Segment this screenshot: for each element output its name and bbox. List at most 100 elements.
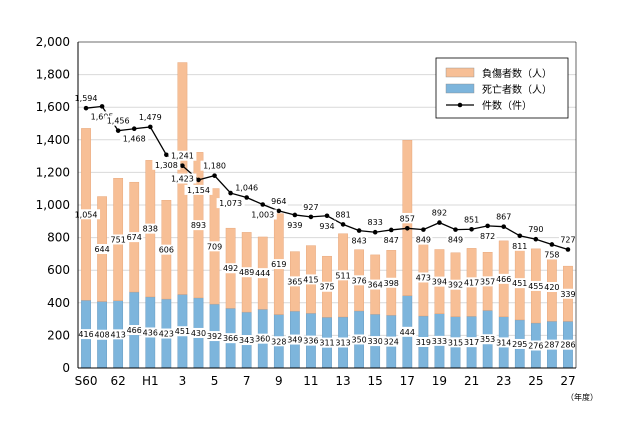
label-count-bg [446, 234, 465, 245]
label-deaths-bg [478, 334, 497, 345]
label-deaths-bg [285, 334, 304, 345]
label-deaths-bg [398, 326, 417, 337]
label-count: 833 [368, 218, 383, 227]
label-injuries-bg [205, 241, 224, 252]
label-injuries: 392 [448, 281, 463, 290]
label-deaths: 413 [111, 330, 126, 339]
label-count-bg [269, 195, 288, 206]
label-injuries-bg [366, 279, 385, 290]
label-injuries-bg [414, 272, 433, 283]
label-count: 857 [400, 214, 415, 223]
line-point [228, 190, 233, 196]
label-injuries-bg [253, 268, 272, 279]
label-count-bg [318, 220, 336, 231]
line-point [99, 104, 105, 109]
y-tick-label: 800 [47, 231, 70, 245]
line-point [276, 208, 282, 214]
label-deaths: 451 [175, 327, 190, 336]
line-point [324, 213, 330, 219]
label-injuries: 444 [255, 269, 270, 278]
label-deaths: 436 [143, 328, 158, 337]
x-tick-label: 23 [496, 374, 511, 388]
label-deaths-bg [141, 327, 160, 338]
label-count: 1,073 [219, 199, 242, 208]
x-tick-label: 17 [400, 374, 415, 388]
label-deaths: 314 [496, 338, 511, 347]
line-point [340, 222, 346, 227]
label-count-bg [430, 207, 449, 218]
label-injuries-bg [72, 209, 101, 220]
x-tick-label: 3 [179, 374, 187, 388]
line-point [212, 173, 217, 178]
label-deaths: 366 [223, 334, 238, 343]
label-count-bg [216, 198, 245, 209]
label-injuries: 619 [271, 260, 286, 269]
label-injuries-bg [141, 223, 160, 234]
y-tick-label: 0 [62, 361, 70, 375]
label-injuries-bg [237, 267, 256, 278]
label-deaths-bg [382, 336, 401, 347]
label-deaths-bg [205, 331, 224, 342]
label-deaths: 313 [335, 338, 350, 347]
label-count: 1,605 [91, 112, 114, 121]
y-tick-label: 600 [47, 263, 70, 277]
label-count: 934 [319, 222, 334, 231]
label-deaths: 276 [528, 342, 543, 351]
y-tick-label: 200 [47, 328, 70, 342]
label-count-bg [200, 160, 229, 171]
label-count: 847 [384, 236, 399, 245]
label-deaths: 349 [287, 336, 302, 345]
label-deaths: 311 [319, 339, 334, 348]
x-tick-label: 5 [211, 374, 219, 388]
label-deaths-bg [301, 335, 320, 346]
x-tick-label: 62 [111, 374, 126, 388]
label-deaths: 353 [480, 335, 495, 344]
label-count: 1,180 [203, 162, 226, 171]
label-deaths: 423 [159, 330, 174, 339]
x-tick-label: 25 [528, 374, 543, 388]
data-labels: 416 1,054 1,594 408 644 1,605 413 751 1,456 466 67… [72, 93, 577, 351]
count-line [83, 104, 571, 252]
label-deaths: 319 [416, 338, 431, 347]
label-count-bg [285, 219, 304, 230]
label-count: 1,003 [251, 211, 274, 220]
label-count-bg [494, 211, 513, 222]
label-injuries: 376 [351, 276, 366, 285]
label-injuries: 489 [239, 268, 254, 277]
line-point [308, 214, 314, 220]
x-tick-label: 13 [335, 374, 350, 388]
label-injuries: 455 [528, 282, 543, 291]
label-injuries: 398 [384, 279, 399, 288]
x-tick-label: S60 [75, 374, 98, 388]
line-point [147, 124, 153, 130]
label-deaths-bg [430, 335, 449, 346]
label-deaths-bg [269, 336, 288, 347]
label-count-bg [542, 249, 561, 260]
line-point [180, 163, 185, 169]
label-count: 849 [448, 236, 463, 245]
label-count-bg [510, 240, 529, 251]
label-count: 843 [351, 237, 366, 246]
label-count-bg [120, 133, 149, 144]
label-deaths: 408 [94, 331, 109, 340]
label-count-bg [168, 150, 197, 161]
label-deaths-bg [350, 334, 369, 345]
line-point [437, 220, 442, 225]
label-injuries-bg [526, 280, 545, 291]
label-injuries-bg [269, 259, 288, 270]
x-tick-label: 21 [464, 374, 479, 388]
label-count: 1,456 [107, 117, 130, 126]
label-count: 964 [271, 197, 286, 206]
label-count-bg [334, 209, 353, 220]
label-count-bg [88, 111, 117, 122]
label-injuries: 415 [303, 275, 318, 284]
line-point [164, 152, 169, 158]
label-count: 1,154 [187, 186, 210, 195]
label-injuries-bg [510, 278, 529, 289]
label-count-bg [366, 217, 385, 228]
label-deaths: 287 [544, 341, 559, 350]
label-injuries-bg [318, 281, 336, 292]
label-deaths-bg [221, 333, 240, 344]
label-count: 867 [496, 213, 511, 222]
legend-label: 死亡者数（人） [482, 83, 552, 96]
